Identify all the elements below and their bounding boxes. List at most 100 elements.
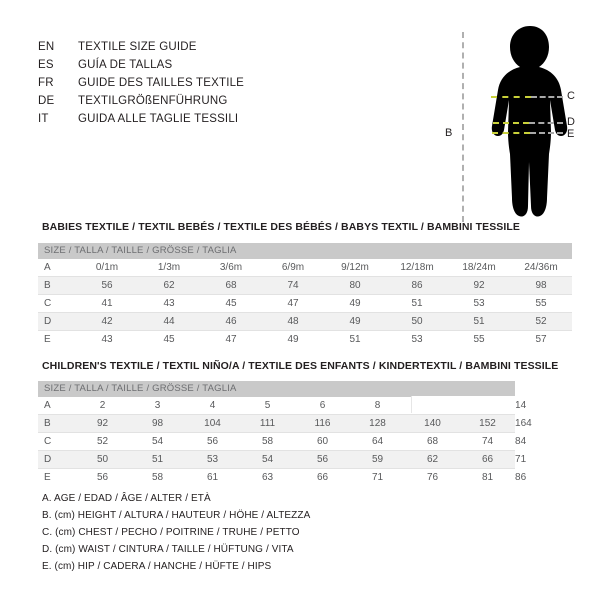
chest-measure-label: C [567,90,575,102]
table-cell: 56 [96,472,109,483]
body-measurement-diagram: B C D E [432,22,597,222]
hip-measure-line [492,132,530,134]
table-cell: 92 [75,414,130,433]
table-cell: 76 [426,472,439,483]
table-cell: 12/18m [386,259,448,277]
table-cell: 58 [151,472,164,483]
table-cell: 8 [350,397,405,415]
legend-item: D. (cm) WAIST / CINTURA / TAILLE / HÜFTU… [42,544,294,555]
table-cell: 53 [411,334,423,345]
table-row: A 2 3 4 5 6 8 10 12 14 [38,397,526,415]
table-cell: 48 [262,312,324,331]
table-cell: 3/6m [200,259,262,277]
language-row: IT GUIDA ALLE TAGLIE TESSILI [38,110,338,128]
table-cell: 116 [295,414,350,433]
table-cell: 128 [350,414,405,433]
child-silhouette-icon [491,26,568,217]
language-code: FR [38,77,54,89]
table-cell: 61 [206,472,219,483]
legend-item: C. (cm) CHEST / PECHO / POITRINE / TRUHE… [42,527,300,538]
table-cell: 45 [163,334,175,345]
table-cell: 6/9m [262,259,324,277]
table-cell: 56 [76,276,138,295]
row-label: E [44,334,51,345]
table-cell: 63 [261,472,274,483]
table-cell: 51 [386,294,448,313]
table-cell: 43 [101,334,113,345]
table-row: E 56 58 61 63 66 71 76 81 86 [38,469,526,487]
table-cell: 47 [225,334,237,345]
table-cell-selected: 12 [460,397,516,415]
table-cell: 49 [287,334,299,345]
table-cell: 46 [200,312,262,331]
children-table-header: SIZE / TALLA / TAILLE / GRÖSSE / TAGLIA [38,381,516,397]
table-cell: 52 [510,312,573,331]
language-code: EN [38,41,55,53]
table-cell: 9/12m [324,259,386,277]
table-cell: 24/36m [510,259,573,277]
table-row: D 50 51 53 54 56 59 62 66 71 [38,450,526,469]
table-header-row: SIZE / TALLA / TAILLE / GRÖSSE / TAGLIA [38,243,573,259]
table-cell: 41 [76,294,138,313]
table-cell: 50 [75,450,130,469]
table-cell: 5 [240,397,295,415]
language-code: ES [38,59,54,71]
table-cell: 92 [448,276,510,295]
row-label: D [38,450,75,469]
table-cell: 62 [405,450,460,469]
row-label: B [38,276,76,295]
table-cell: 66 [460,450,516,469]
language-code: IT [38,113,49,125]
table-cell: 52 [75,432,130,451]
table-cell: 56 [185,432,240,451]
table-cell: 53 [185,450,240,469]
table-cell: 57 [535,334,547,345]
table-row: D 42 44 46 48 49 50 51 52 [38,312,573,331]
row-label: B [38,414,75,433]
height-guide-line [462,32,464,222]
hip-leader-line [530,132,563,134]
table-cell: 51 [130,450,185,469]
table-cell: 71 [371,472,384,483]
language-row: FR GUIDE DES TAILLES TEXTILE [38,74,338,92]
table-cell: 1/3m [138,259,200,277]
language-title: GUIDA ALLE TAGLIE TESSILI [78,113,239,125]
table-cell: 152 [460,414,516,433]
table-cell: 0/1m [76,259,138,277]
table-cell: 42 [76,312,138,331]
children-size-table: SIZE / TALLA / TAILLE / GRÖSSE / TAGLIA … [38,381,532,487]
table-cell: 66 [316,472,329,483]
table-cell: 86 [386,276,448,295]
table-cell: 18/24m [448,259,510,277]
table-cell: 44 [138,312,200,331]
children-section-title: CHILDREN'S TEXTILE / TEXTIL NIÑO/A / TEX… [42,360,559,372]
table-header-row: SIZE / TALLA / TAILLE / GRÖSSE / TAGLIA [38,381,516,397]
table-cell: 60 [295,432,350,451]
table-cell: 74 [460,432,516,451]
row-label: D [38,312,76,331]
table-cell: 45 [200,294,262,313]
table-row: B 92 98 104 111 116 128 140 152 164 [38,414,532,433]
table-cell: 4 [185,397,240,415]
table-cell: 64 [350,432,405,451]
table-cell: 111 [240,414,295,433]
legend-item: A. AGE / EDAD / ÂGE / ALTER / ETÀ [42,493,211,504]
table-row: C 41 43 45 47 49 51 53 55 [38,294,573,313]
table-cell: 81 [481,472,494,483]
table-cell: 54 [240,450,295,469]
table-cell: 43 [138,294,200,313]
table-cell: 49 [324,294,386,313]
row-label: A [38,259,76,277]
table-row: B 56 62 68 74 80 86 92 98 [38,276,573,295]
table-cell: 55 [473,334,485,345]
table-row: E 43 45 47 49 51 53 55 57 [38,331,572,349]
table-cell: 51 [448,312,510,331]
legend-item: E. (cm) HIP / CADERA / HANCHE / HÜFTE / … [42,561,272,572]
waist-leader-line [529,122,563,124]
table-cell: 3 [130,397,185,415]
babies-table-header: SIZE / TALLA / TAILLE / GRÖSSE / TAGLIA [38,243,573,259]
table-cell: 74 [262,276,324,295]
table-cell: 68 [200,276,262,295]
language-title-block: EN TEXTILE SIZE GUIDE ES GUÍA DE TALLAS … [38,38,338,128]
measurement-legend: A. AGE / EDAD / ÂGE / ALTER / ETÀ B. (cm… [42,490,310,575]
